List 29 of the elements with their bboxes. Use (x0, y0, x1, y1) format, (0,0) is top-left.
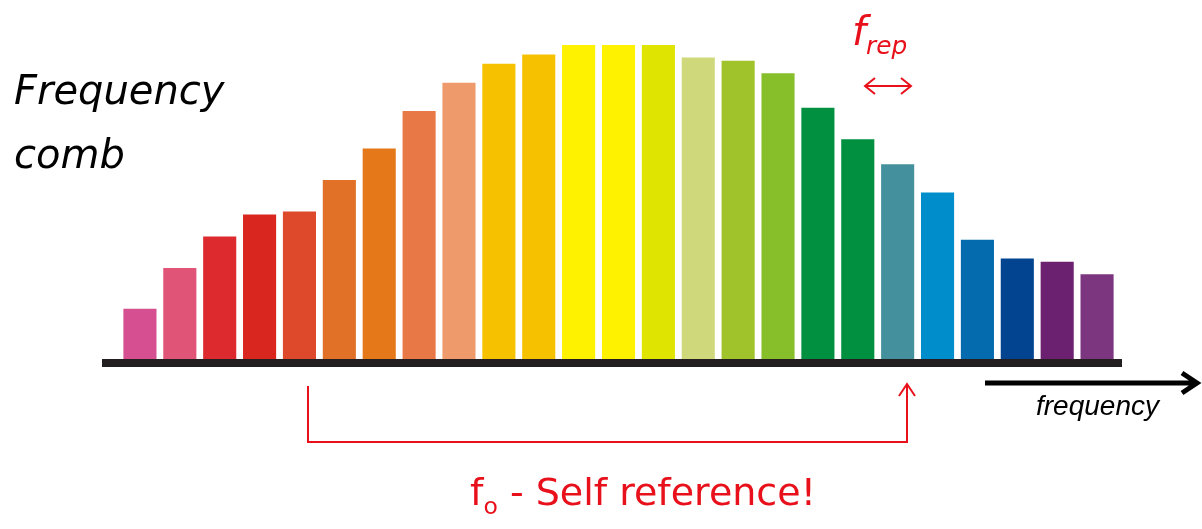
bar (482, 63, 516, 359)
bar (681, 57, 715, 359)
bar (960, 239, 994, 359)
bar (761, 73, 795, 359)
bar (841, 139, 875, 359)
bar (282, 211, 317, 359)
bar (1080, 274, 1114, 359)
annotation: f$_{rep}$ (852, 8, 908, 60)
bar (1000, 258, 1034, 359)
bar (562, 45, 596, 359)
bar (322, 180, 356, 359)
bar (641, 45, 675, 359)
bar (402, 110, 436, 359)
text: f$_{o}$ - Self reference! (470, 470, 816, 520)
bar (163, 267, 197, 359)
bar (442, 82, 476, 359)
bar (1040, 261, 1074, 359)
bar (801, 107, 835, 359)
text: Frequency comb (14, 66, 226, 179)
bar (601, 45, 636, 359)
bar (203, 236, 237, 359)
bar (721, 60, 755, 359)
x-axis-title: frequency (1036, 390, 1159, 422)
bar (881, 164, 915, 359)
bar (522, 54, 556, 359)
bar (362, 148, 396, 359)
bar (243, 214, 277, 359)
bar (123, 308, 157, 359)
bar (920, 192, 955, 359)
